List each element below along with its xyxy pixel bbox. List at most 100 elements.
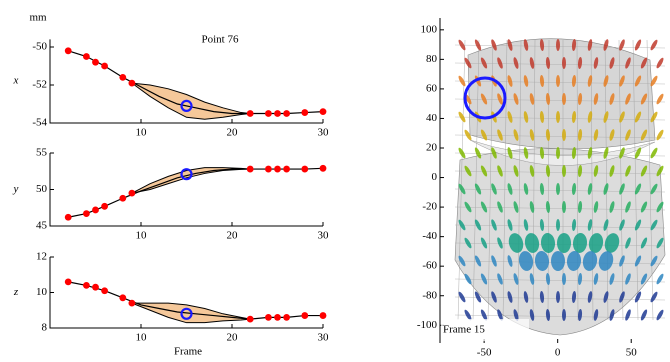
glyph	[562, 273, 566, 285]
tracked-point	[101, 203, 108, 210]
y-tick-label: 20	[426, 142, 438, 154]
tracked-point	[247, 316, 254, 323]
figure: -54 -52 -50 10 20 30 x Point 76 mm 45 50 55 10 20 30 y 8…	[0, 0, 670, 362]
glyph	[655, 93, 664, 105]
glyph	[562, 93, 566, 105]
glyph	[655, 309, 664, 321]
tracked-point	[101, 63, 108, 70]
glyph	[624, 309, 632, 322]
x-tick-label: 20	[227, 332, 239, 344]
x-tick-label: 20	[227, 230, 239, 242]
y-tick-label: -50	[32, 41, 47, 53]
tracked-point	[301, 312, 308, 319]
y-tick-label: -60	[422, 260, 437, 272]
glyph	[649, 39, 658, 51]
tracked-point	[65, 214, 72, 221]
tracked-point	[83, 282, 90, 289]
glyph	[562, 129, 566, 141]
glyph	[556, 147, 560, 159]
axis-line	[50, 153, 323, 226]
tracked-point	[119, 74, 126, 81]
tracked-point	[320, 108, 327, 115]
x-tick-label: 30	[318, 230, 330, 242]
glyph	[655, 129, 664, 141]
glyph	[556, 111, 560, 123]
glyph	[551, 251, 565, 271]
tracked-point	[265, 110, 272, 117]
glyph	[556, 219, 560, 231]
tracked-point	[119, 195, 126, 202]
trajectory-line	[68, 282, 323, 319]
tracked-point	[129, 300, 136, 307]
y-tick-label: 100	[421, 23, 438, 35]
glyph	[562, 201, 566, 213]
x-tick-label: 50	[626, 347, 638, 359]
y-tick-label: -52	[32, 79, 47, 91]
tracked-point	[274, 314, 281, 321]
chart-title: Point 76	[202, 34, 239, 46]
y-axis-label: x	[13, 75, 19, 87]
glyph	[556, 75, 560, 87]
tracked-point	[274, 110, 281, 117]
y-tick-label: 10	[36, 286, 48, 298]
x-tick-label: 0	[555, 347, 561, 359]
glyph	[562, 165, 566, 177]
glyph	[556, 291, 560, 303]
y-tick-label: -100	[417, 319, 438, 331]
y-tick-label: 45	[36, 220, 48, 232]
y-tick-label: 60	[426, 82, 438, 94]
glyph	[557, 233, 571, 253]
tracked-point	[301, 109, 308, 116]
y-tick-label: 12	[36, 251, 47, 263]
tracked-point	[119, 294, 126, 301]
tracked-point	[83, 53, 90, 60]
tracked-point	[65, 278, 72, 285]
y-tick-label: 50	[36, 183, 48, 195]
x-tick-label: 30	[318, 332, 330, 344]
y-tick-label: -54	[32, 117, 47, 129]
y-tick-label: 80	[426, 53, 438, 65]
glyph	[562, 309, 566, 321]
x-tick-label: 10	[136, 332, 148, 344]
y-axis-label: y	[13, 183, 19, 195]
frame-annotation: Frame 15	[443, 324, 485, 336]
glyph	[649, 291, 658, 303]
glyph	[556, 183, 560, 195]
glyph	[634, 39, 643, 52]
unit-label: mm	[29, 12, 47, 24]
tracked-point	[265, 314, 272, 321]
tracked-point	[283, 110, 290, 117]
tracked-point	[101, 287, 108, 294]
x-tick-label: 30	[318, 127, 330, 139]
y-axis-label: z	[13, 286, 19, 298]
tracked-point	[283, 314, 290, 321]
y-tick-label: -20	[422, 201, 437, 213]
y-tick-label: 55	[36, 147, 48, 159]
tracked-point	[320, 312, 327, 319]
tracked-point	[247, 110, 254, 117]
glyph	[640, 309, 649, 322]
tracked-point	[274, 166, 281, 173]
y-tick-label: 8	[42, 322, 48, 334]
y-tick-label: 0	[432, 171, 438, 183]
glyph	[562, 57, 566, 69]
x-tick-label: -50	[477, 347, 492, 359]
x-axis-label: Frame	[174, 346, 202, 358]
tracked-point	[83, 210, 90, 217]
glyph	[556, 39, 560, 51]
y-tick-label: 40	[426, 112, 438, 124]
tracked-point	[65, 47, 72, 54]
mesh-upper	[468, 39, 655, 149]
x-tick-label: 10	[136, 127, 148, 139]
glyph	[655, 57, 664, 69]
tracked-point	[320, 165, 327, 172]
y-tick-label: -40	[422, 230, 437, 242]
y-tick-label: -80	[422, 289, 437, 301]
mesh-render	[455, 39, 665, 335]
glyph	[655, 273, 664, 285]
tracked-point	[247, 166, 254, 173]
glyph	[474, 39, 483, 52]
tracked-point	[92, 59, 99, 66]
tracked-point	[129, 80, 136, 87]
tracked-point	[283, 166, 290, 173]
